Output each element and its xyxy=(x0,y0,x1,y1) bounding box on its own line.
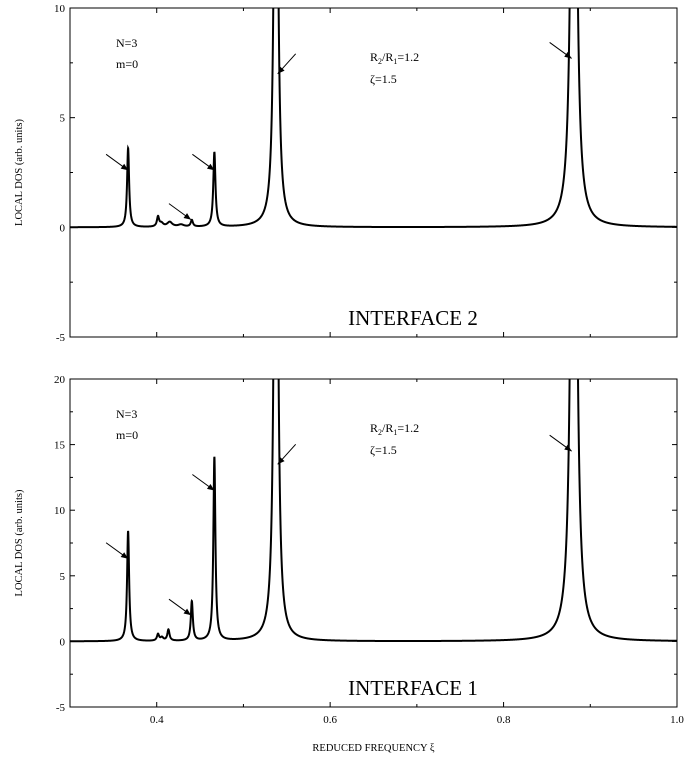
arrow-head xyxy=(183,608,191,616)
x-tick-label: 0.8 xyxy=(497,714,511,726)
annotation-m: m=0 xyxy=(116,428,138,442)
arrow-head xyxy=(206,163,215,171)
arrow-head xyxy=(564,444,572,452)
y-axis-label: LOCAL DOS (arb. units) xyxy=(14,119,25,226)
arrow-head xyxy=(206,483,215,491)
ratio-sub-1: 1 xyxy=(393,57,397,66)
x-tick-label: 1.0 xyxy=(670,714,684,726)
dos-series-line xyxy=(70,8,677,229)
arrow-head xyxy=(277,457,285,465)
interface-label: INTERFACE 2 xyxy=(348,306,478,330)
y-tick-label: 0 xyxy=(60,222,66,234)
arrow-head xyxy=(120,552,129,559)
ratio-slash-r: /R xyxy=(382,50,393,64)
interface-label: INTERFACE 1 xyxy=(348,676,478,700)
y-tick-label: 10 xyxy=(54,505,66,517)
x-axis-label: REDUCED FREQUENCY ξ xyxy=(312,743,434,754)
y-tick-label: 15 xyxy=(54,440,66,452)
y-axis-label: LOCAL DOS (arb. units) xyxy=(14,489,25,596)
panel-interface-2: -5 0 5 10 LOCAL DOS (arb. units) N=3 m=0 R2/R1=… xyxy=(14,3,678,344)
annotation-ratio: R2/R1=1.2 xyxy=(370,50,419,66)
annotation-m: m=0 xyxy=(116,57,138,71)
y-tick-label: 5 xyxy=(60,113,66,125)
arrow-head xyxy=(183,213,191,220)
arrow-head xyxy=(564,51,572,59)
y-tick-label: 20 xyxy=(54,374,66,386)
annotation-zeta: ζ=1.5 xyxy=(370,443,397,457)
ratio-sub-1: 1 xyxy=(393,428,397,437)
y-tick-label: -5 xyxy=(56,332,66,344)
y-tick-label: 10 xyxy=(54,3,66,15)
ratio-value: =1.2 xyxy=(397,421,419,435)
y-tick-label: -5 xyxy=(56,702,66,714)
ratio-r: R xyxy=(370,50,378,64)
ratio-sub-2: 2 xyxy=(378,428,382,437)
annotation-zeta: ζ=1.5 xyxy=(370,72,397,86)
ratio-slash-r: /R xyxy=(382,421,393,435)
ratio-value: =1.2 xyxy=(397,50,419,64)
ratio-r: R xyxy=(370,421,378,435)
x-tick-label: 0.4 xyxy=(150,714,164,726)
y-tick-label: 5 xyxy=(60,571,66,583)
ratio-sub-2: 2 xyxy=(378,57,382,66)
arrow-head xyxy=(277,66,285,74)
dos-series-line xyxy=(70,379,677,643)
panel-interface-1: -5 0 5 10 15 20 0.4 0.6 0.8 1.0 LOCAL DOS (arb. un… xyxy=(14,374,684,754)
annotation-ratio: R2/R1=1.2 xyxy=(370,421,419,437)
annotation-n: N=3 xyxy=(116,36,137,50)
y-tick-label: 0 xyxy=(60,636,66,648)
annotation-n: N=3 xyxy=(116,407,137,421)
x-tick-label: 0.6 xyxy=(323,714,337,726)
arrow-head xyxy=(120,163,129,171)
